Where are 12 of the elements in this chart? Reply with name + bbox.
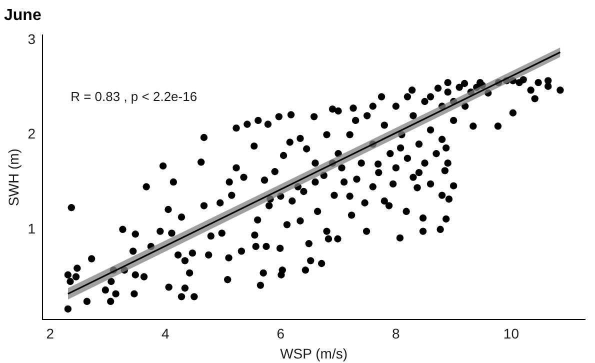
x-tick-label: 8 xyxy=(392,326,400,342)
x-tick-label: 4 xyxy=(161,326,170,342)
y-tick-label: 2 xyxy=(28,126,36,142)
x-tick-label: 2 xyxy=(46,326,54,342)
y-tick-label: 3 xyxy=(28,30,36,47)
x-tick-label: 10 xyxy=(503,326,520,342)
x-axis-title: WSP (m/s) xyxy=(280,345,348,362)
y-axis-title: SWH (m) xyxy=(5,148,22,206)
annotation: R = 0.83 , p < 2.2e-16 xyxy=(70,88,198,104)
chart-title: June xyxy=(4,7,42,24)
x-tick-label: 6 xyxy=(276,326,285,342)
y-tick-label: 1 xyxy=(28,220,36,236)
